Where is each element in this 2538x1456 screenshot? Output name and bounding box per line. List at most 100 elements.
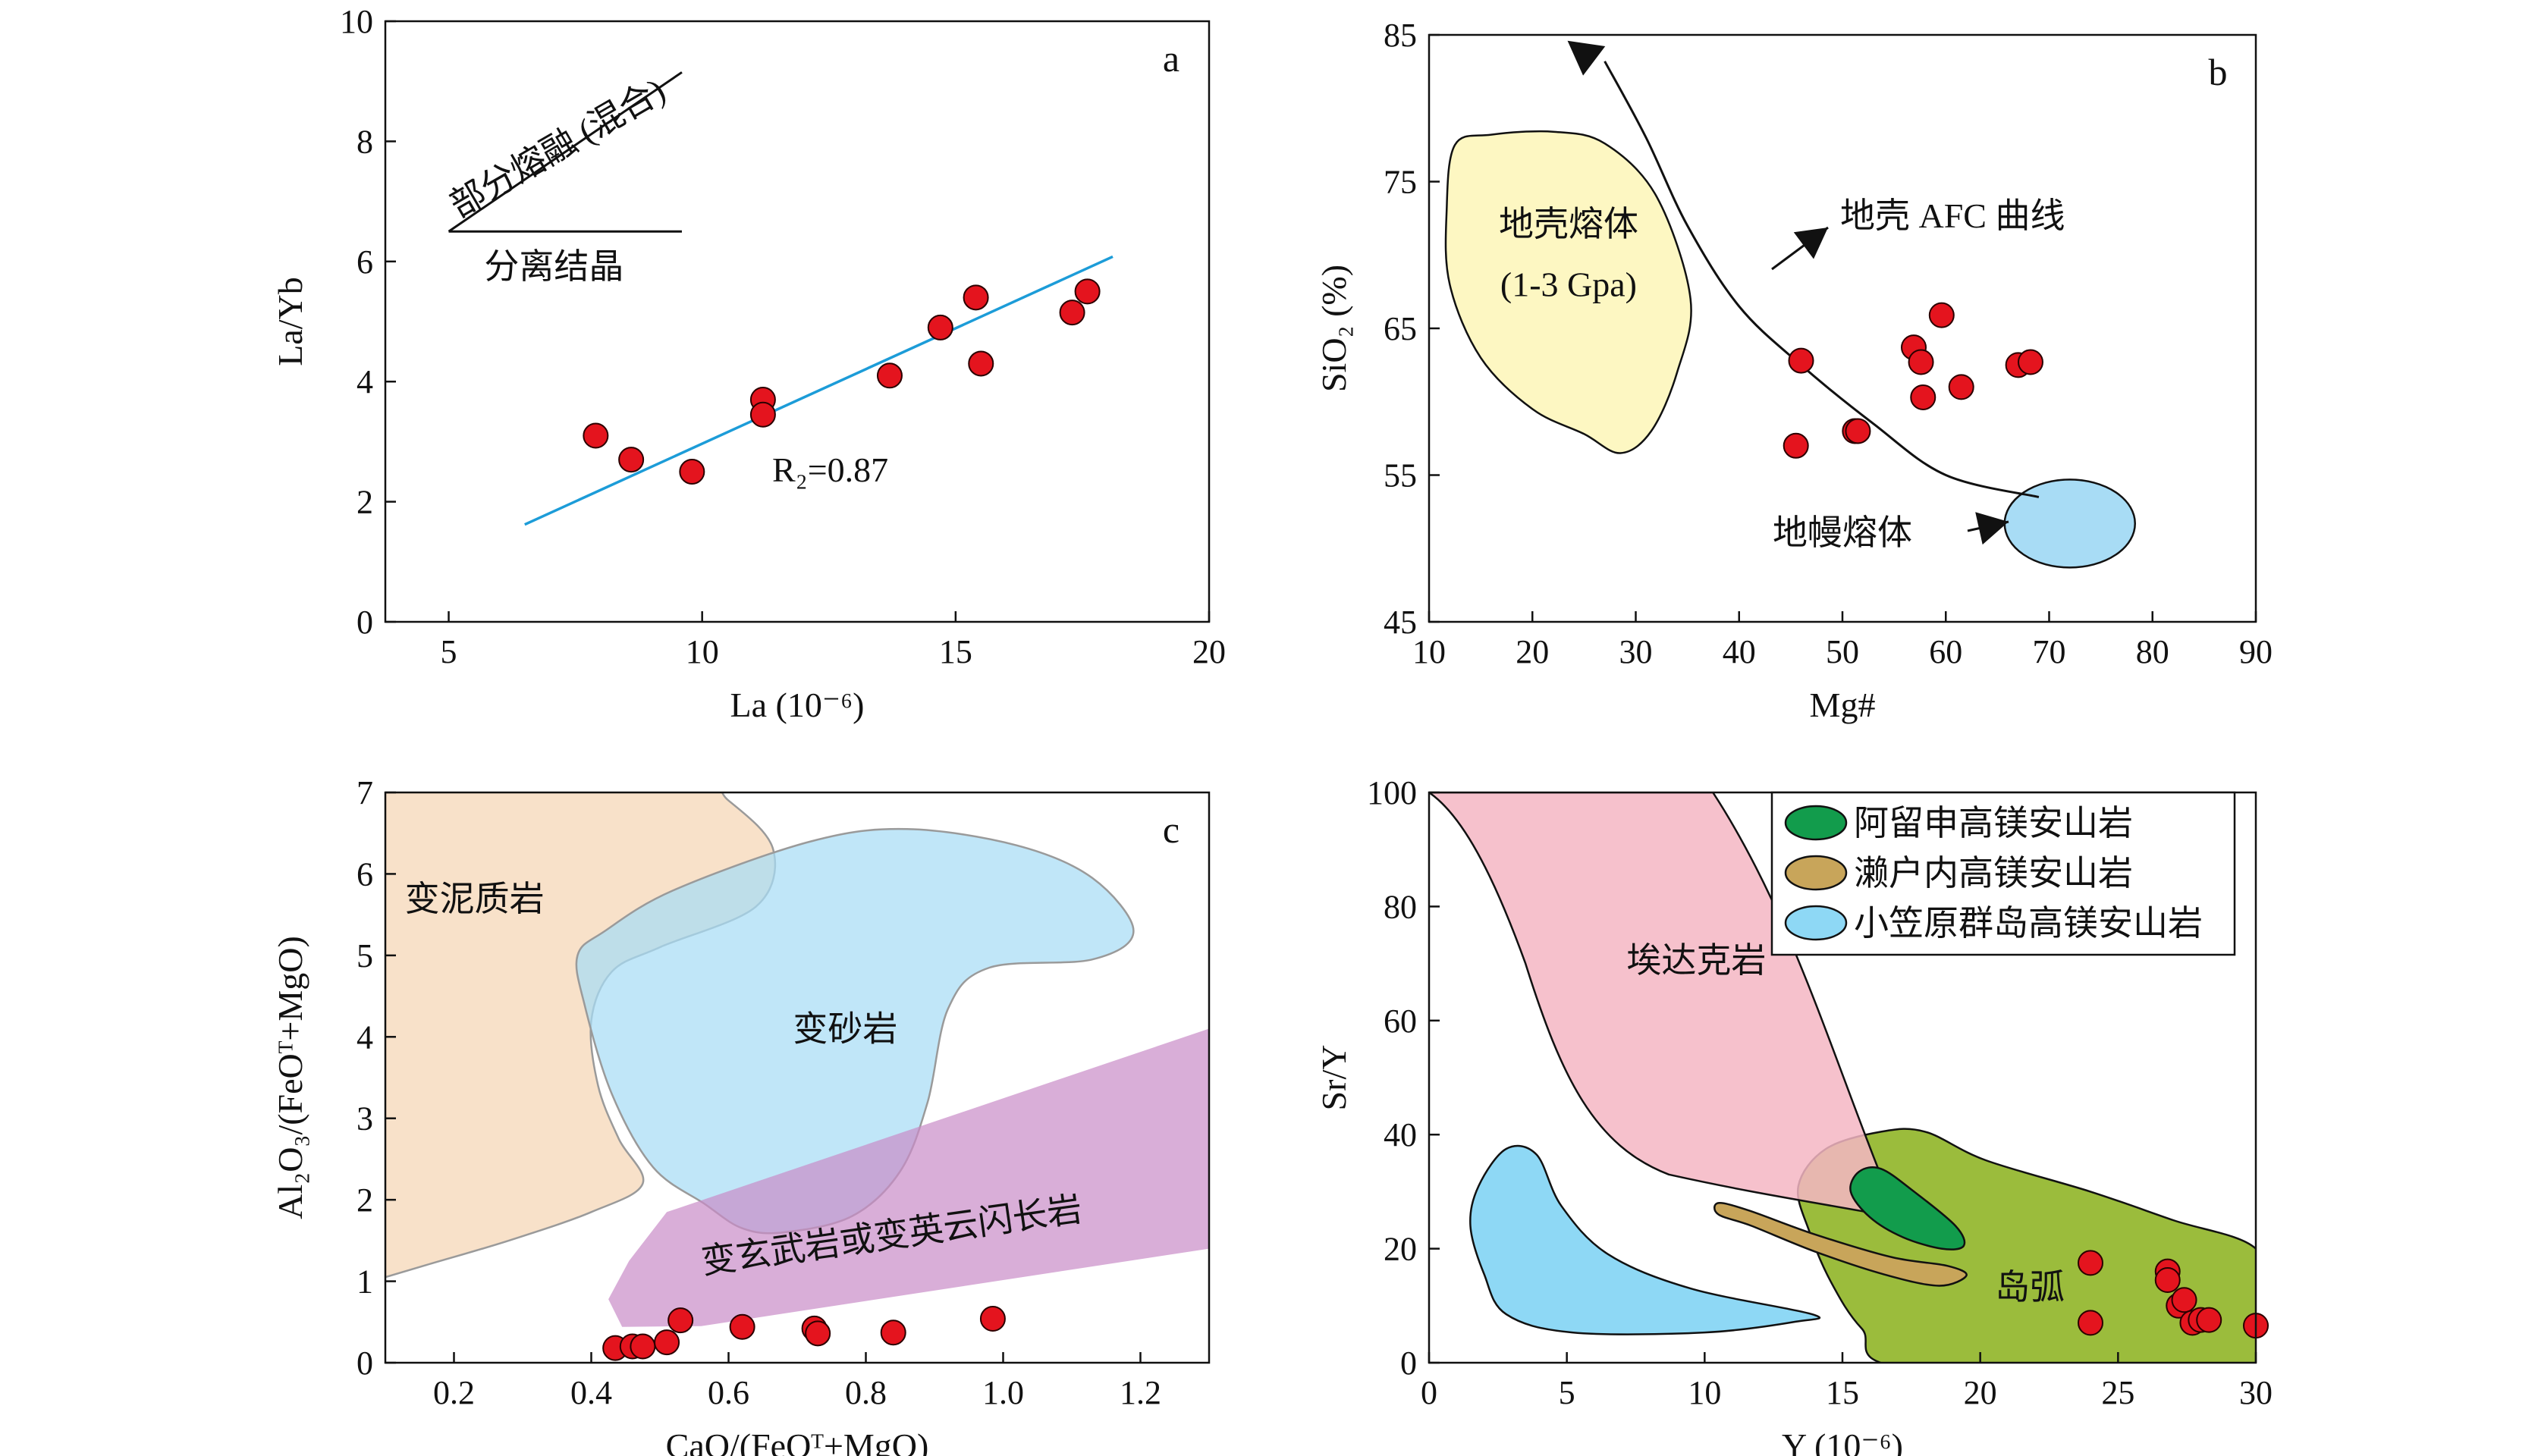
x-tick-label: 0	[1421, 1374, 1437, 1411]
data-point	[979, 1305, 1006, 1332]
bonin-field	[1469, 1144, 1821, 1335]
y-tick-label: 75	[1384, 164, 1417, 201]
x-tick-label: 20	[1192, 633, 1226, 670]
legend-box	[1770, 791, 2236, 956]
data-point	[963, 284, 989, 311]
legend-label: 濑户内高镁安山岩	[1854, 854, 2133, 893]
y-tick-label: 60	[1384, 1003, 1417, 1040]
afc-curve-arrow	[1567, 40, 1606, 76]
metabasalt-field	[608, 1028, 1209, 1327]
data-point	[749, 401, 776, 428]
crustal-melt-field	[1444, 130, 1692, 454]
mantle-melt-label: 地幔熔体	[1773, 513, 1912, 552]
x-tick-label: 70	[2033, 633, 2066, 670]
data-point	[927, 314, 953, 340]
data-point	[679, 459, 705, 485]
y-tick-label: 55	[1384, 457, 1417, 494]
fractional-crystallization-label: 分离结晶	[484, 247, 624, 286]
x-tick-label: 5	[1559, 1374, 1575, 1411]
legend-swatch	[1784, 805, 1848, 841]
legend-label: 阿留申高镁安山岩	[1854, 804, 2133, 843]
y-tick-label: 2	[357, 484, 373, 521]
data-point	[2196, 1307, 2222, 1333]
metagreywacke-label: 变砂岩	[793, 1010, 897, 1049]
y-axis-label: SiO₂ (%)	[1315, 265, 1353, 392]
panel-c: 0.2 0.4 0.6 0.8 1.0 1.201234567c变泥质岩变砂岩变玄武岩或变…	[271, 774, 1211, 1456]
data-point	[2154, 1266, 2181, 1293]
data-point	[1928, 302, 1955, 328]
data-point	[630, 1333, 656, 1360]
aleutian-field	[1849, 1166, 1966, 1250]
data-point	[2078, 1310, 2103, 1336]
x-tick-label: 0.4	[570, 1374, 612, 1411]
x-tick-label: 5	[441, 633, 457, 670]
setouchi-field	[1713, 1202, 1968, 1287]
y-tick-label: 1	[357, 1263, 373, 1301]
x-tick-label: 50	[1826, 633, 1859, 670]
x-tick-label: 0.8	[845, 1374, 887, 1411]
fields-c	[385, 792, 1209, 1327]
data-point	[968, 350, 994, 377]
data-point	[1948, 374, 1974, 400]
afc-curve-label: 地壳 AFC 曲线	[1840, 196, 2065, 235]
fields-d	[1429, 792, 2256, 1363]
data-point	[1845, 418, 1871, 444]
mantle-label-arrow	[1975, 512, 2009, 545]
y-tick-label: 85	[1384, 17, 1417, 54]
y-tick-label: 0	[357, 1345, 373, 1382]
adakite-field	[1429, 792, 1880, 1213]
x-tick-label: 90	[2239, 633, 2273, 670]
plot-frame	[384, 20, 1211, 623]
y-tick-label: 0	[1400, 1345, 1417, 1382]
data-point	[2171, 1287, 2197, 1313]
x-tick-label: 25	[2101, 1374, 2134, 1411]
y-tick-label: 8	[357, 123, 373, 160]
panel-letter: a	[1163, 37, 1179, 80]
y-axis-label: Sr/Y	[1315, 1045, 1353, 1111]
x-tick-label: 20	[1964, 1374, 1997, 1411]
x-tick-label: 30	[1619, 633, 1653, 670]
y-tick-label: 80	[1384, 888, 1417, 925]
y-tick-label: 45	[1384, 604, 1417, 641]
mantle-melt-field	[2003, 479, 2136, 569]
crustal-melt-label: 地壳熔体	[1499, 205, 1638, 243]
data-point	[1074, 278, 1101, 305]
panel-a: 5 10 15 20 0 2 4 6 8 10 a R₂=0.87 部分熔融 (混合) 分离结晶 La (1…	[271, 3, 1226, 724]
panel-letter: b	[2209, 51, 2228, 93]
afc-label-arrow	[1793, 228, 1828, 259]
y-tick-label: 3	[357, 1100, 373, 1138]
metagreywacke-field	[575, 827, 1135, 1235]
plot-frame	[384, 791, 1211, 1364]
data-point	[2078, 1250, 2103, 1276]
x-tick-label: 15	[939, 633, 972, 670]
x-tick-label: 40	[1723, 633, 1756, 670]
data-point	[805, 1320, 831, 1347]
x-tick-label: 0.2	[433, 1374, 475, 1411]
data-point	[618, 447, 645, 473]
x-axis-label: Mg#	[1810, 686, 1876, 724]
y-tick-label: 6	[357, 855, 373, 893]
x-tick-label: 15	[1826, 1374, 1859, 1411]
x-tick-label: 20	[1516, 633, 1549, 670]
x-tick-label: 1.0	[982, 1374, 1024, 1411]
x-axis-label: CaO/(FeOᵀ+MgO)	[666, 1426, 929, 1456]
x-tick-label: 10	[686, 633, 719, 670]
island-arc-field	[1796, 1128, 2256, 1363]
legend-label: 小笠原群岛高镁安山岩	[1854, 904, 2203, 943]
data-point	[1910, 384, 1936, 410]
legend-swatch	[1784, 905, 1848, 941]
legend-swatch	[1784, 855, 1848, 891]
x-tick-label: 0.6	[708, 1374, 749, 1411]
x-tick-label: 1.2	[1120, 1374, 1161, 1411]
y-tick-label: 40	[1384, 1116, 1417, 1153]
y-tick-label: 5	[357, 937, 373, 974]
x-tick-label: 10	[1688, 1374, 1721, 1411]
data-point	[667, 1307, 694, 1334]
panel-d: 051015202530020406080100d埃达克岩岛弧阿留申高镁安山岩濑…	[1315, 774, 2273, 1456]
x-tick-label: 60	[1929, 633, 1962, 670]
x-tick-label: 10	[1412, 633, 1446, 670]
y-tick-label: 100	[1367, 774, 1417, 811]
data-point	[729, 1313, 755, 1340]
y-tick-label: 10	[340, 3, 373, 40]
panel-letter: c	[1163, 808, 1179, 851]
